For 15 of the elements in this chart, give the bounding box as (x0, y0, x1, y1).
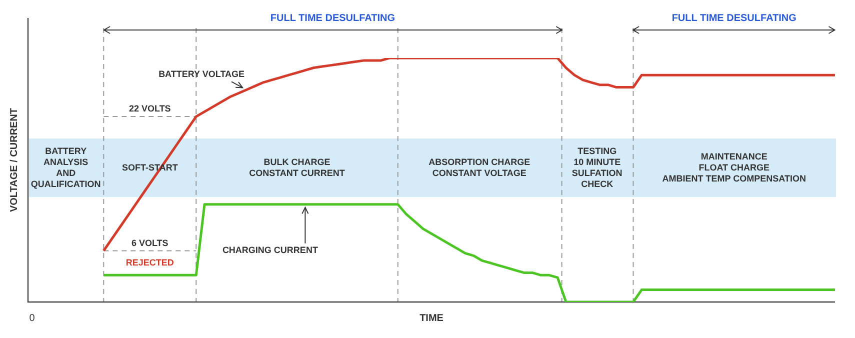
annotation: BULK CHARGE CONSTANT CURRENT (249, 156, 346, 178)
annotation: BATTERY ANALYSIS AND QUALIFICATION (30, 146, 101, 189)
annotation: TESTING 10 MINUTE SULFATION CHECK (572, 146, 622, 189)
text: CHARGING CURRENT (222, 244, 318, 255)
series-label: BATTERY VOLTAGE (158, 69, 245, 80)
annotation: 22 VOLTS (128, 104, 171, 114)
annotation: 6 VOLTS (131, 238, 168, 248)
annotation: REJECTED (126, 257, 174, 268)
annotation: MAINTENANCE FLOAT CHARGE AMBIENT TEMP COMPENSATION (662, 151, 806, 184)
y-axis-title: VOLTAGE / CURRENT (8, 108, 20, 212)
x-axis-title: TIME (420, 312, 444, 324)
text: FULL TIME DESULFATING (672, 12, 797, 24)
annotation: ABSORPTION CHARGE CONSTANT VOLTAGE (428, 156, 530, 178)
text: 0 (29, 312, 36, 324)
text: FULL TIME DESULFATING (270, 12, 396, 24)
